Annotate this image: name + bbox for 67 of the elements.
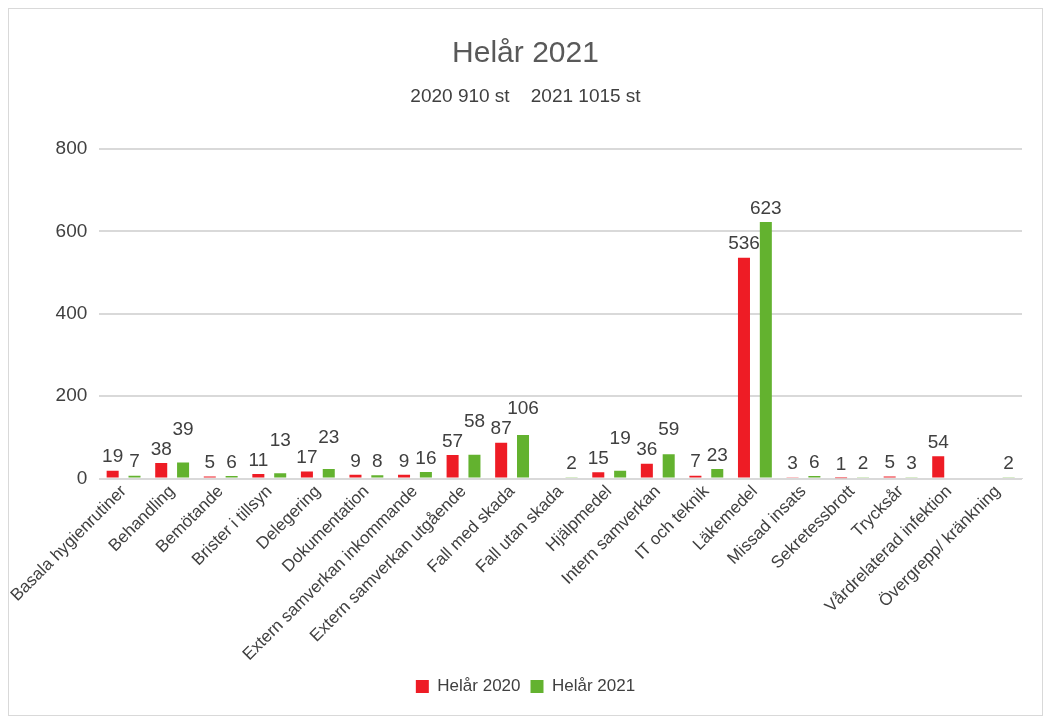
data-label: 2 [857,452,869,474]
data-label: 13 [269,428,291,450]
data-label: 8 [372,449,383,471]
bar [322,469,335,478]
bar [495,442,508,478]
chart-title: Helår 2021 [451,35,600,69]
bar [662,454,675,478]
data-label: 536 [728,232,760,254]
y-tick-label: 600 [55,219,88,241]
y-tick-label: 200 [55,384,88,406]
y-tick-label: 0 [76,466,88,488]
data-label: 2 [566,452,577,474]
data-label: 19 [609,427,631,449]
data-label: 19 [102,445,124,467]
data-label: 6 [226,450,237,472]
bar [640,463,653,478]
data-label: 54 [927,431,950,453]
data-label: 106 [507,397,539,419]
data-label: 17 [296,446,318,468]
data-label: 23 [706,443,728,465]
data-label: 9 [398,449,410,471]
bar [932,456,945,478]
data-label: 2 [1003,452,1014,474]
data-label: 87 [490,417,512,439]
bar [517,434,530,478]
bar [711,469,724,478]
bar [759,221,772,478]
bar [106,470,119,478]
data-label: 59 [658,418,680,440]
data-label: 6 [809,450,820,472]
data-label: 3 [787,452,798,474]
bar [371,475,384,478]
bar [300,471,313,478]
data-label: 23 [318,426,340,448]
y-tick-label: 800 [55,137,88,159]
bar [419,471,432,478]
bar [177,462,190,478]
chart-subtitle: 2020 910 st 2021 1015 st [409,85,642,107]
bar [349,474,362,478]
data-label: 39 [172,417,194,439]
data-label: 58 [463,409,486,431]
data-label: 15 [587,447,609,469]
bar [398,474,411,478]
data-label: 7 [129,450,140,472]
y-tick-label: 400 [55,302,88,324]
data-label: 11 [248,448,269,470]
data-label: 36 [636,438,658,460]
data-label: 7 [690,450,701,472]
bar [274,473,287,478]
bar [592,472,605,478]
bar [155,462,168,478]
bar [446,455,459,478]
legend-label: Helår 2020 [437,676,521,696]
data-label: 9 [350,449,361,471]
data-label: 16 [415,446,437,468]
data-label: 3 [906,452,917,474]
bar [468,454,481,478]
bar [252,474,265,478]
data-label: 623 [749,196,782,218]
data-label: 57 [442,429,464,451]
data-label: 5 [204,451,216,473]
bar [614,470,627,478]
data-label: 5 [884,451,895,473]
data-label: 38 [150,437,172,459]
bar [737,257,750,478]
data-label: 1 [835,452,847,474]
legend-label: Helår 2021 [552,676,636,696]
